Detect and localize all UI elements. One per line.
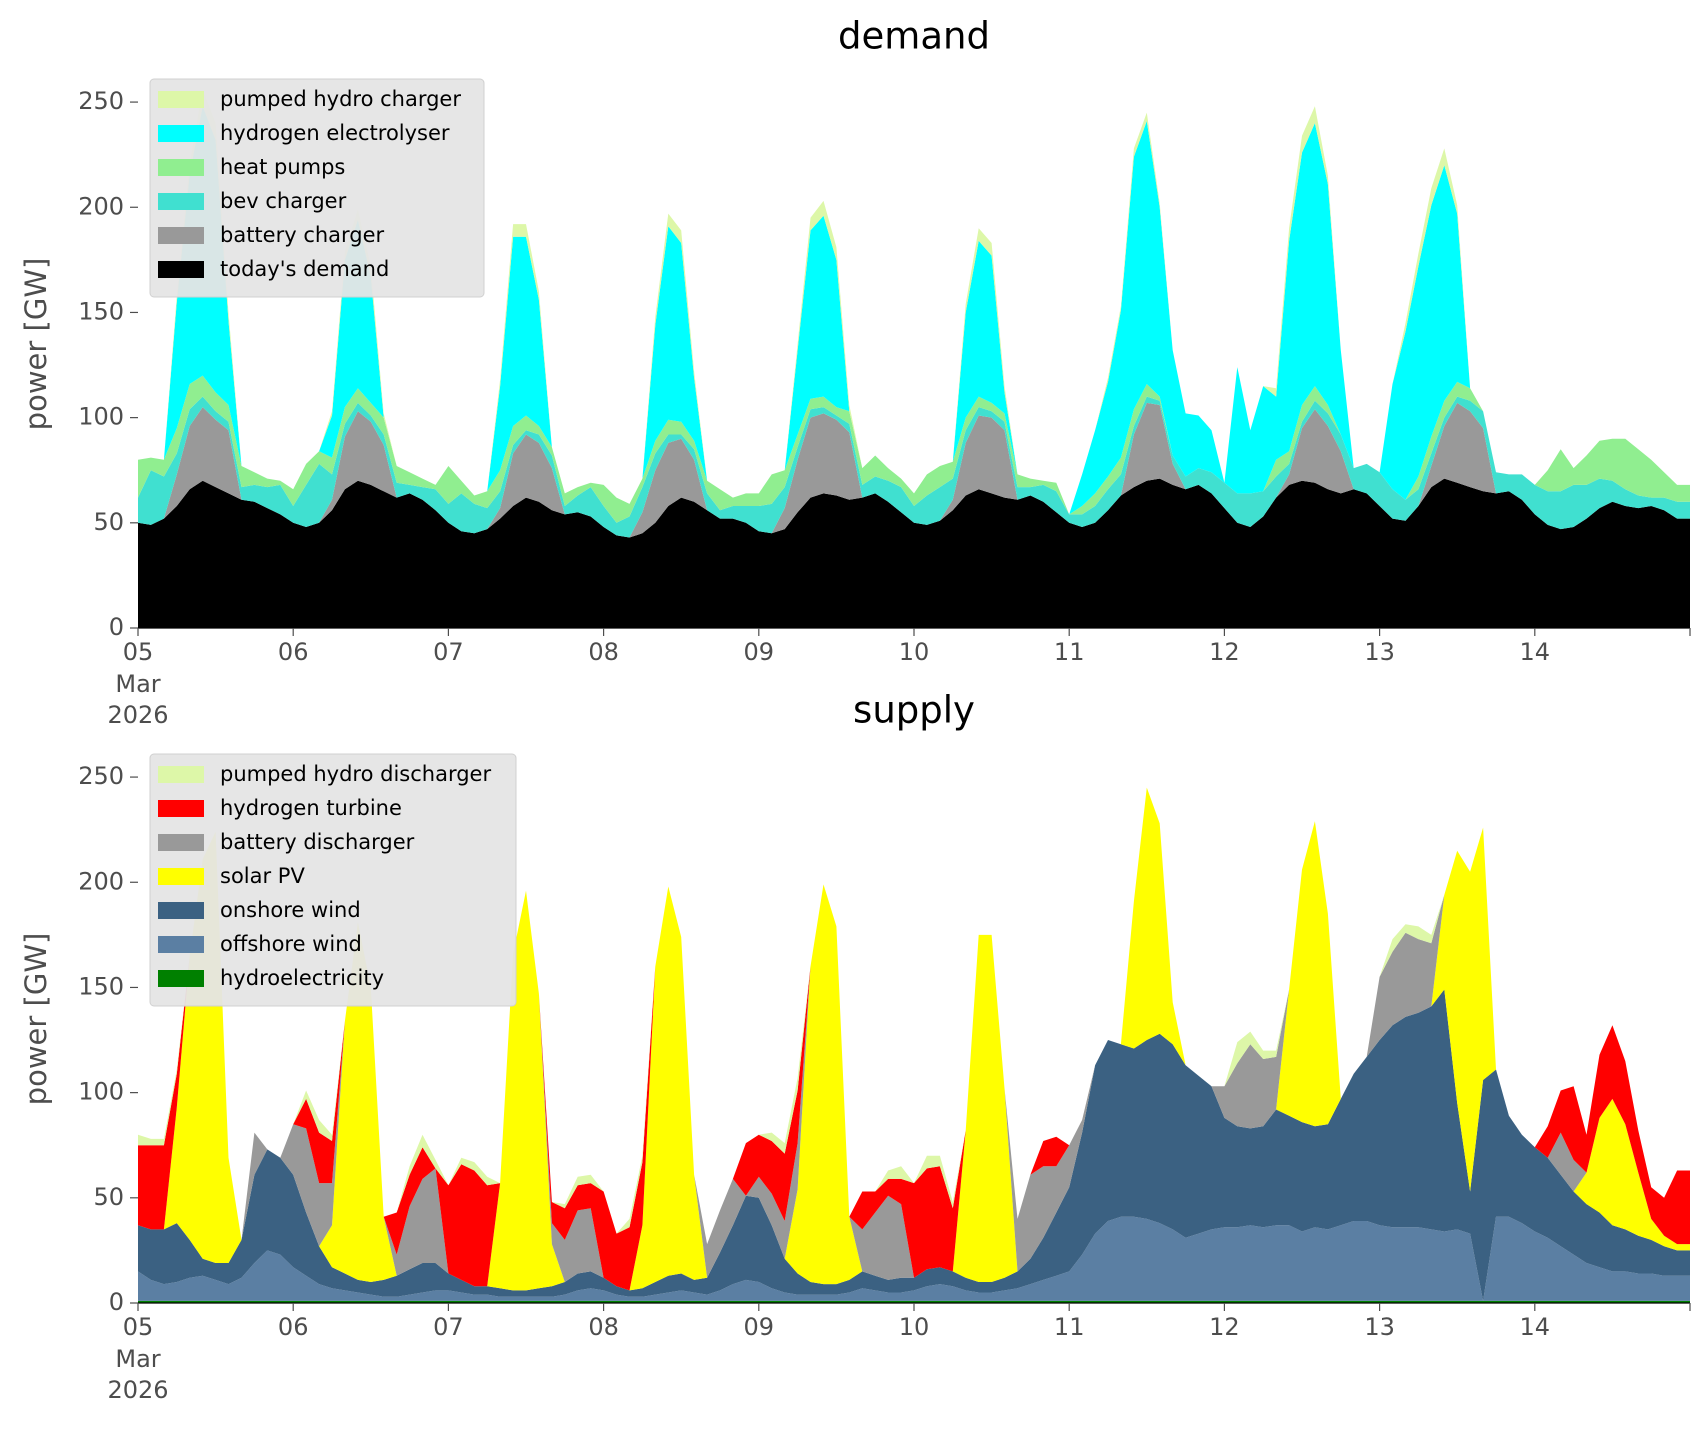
area-series-offshore-wind	[138, 1216, 1690, 1301]
x-tick-label: 08	[588, 1313, 619, 1341]
legend-label: today's demand	[220, 257, 389, 281]
x-tick-label: 09	[744, 638, 775, 666]
x-tick-sublabel: 2026	[107, 701, 168, 729]
legend: pumped hydro charger hydrogen electrolyse…	[149, 78, 485, 298]
legend-label: pumped hydro charger	[220, 87, 461, 111]
legend-box	[149, 753, 517, 1007]
x-tick-label: 12	[1209, 638, 1240, 666]
chart-panel-supply: supply power [GW] 0 50 100 150 200 250 05 06 07 08 0…	[19, 689, 1691, 1404]
legend-label: pumped hydro discharger	[220, 762, 491, 786]
chart-title: demand	[838, 15, 990, 58]
y-axis-label: power [GW]	[19, 258, 53, 431]
y-tick-label: 200	[78, 192, 124, 220]
legend: pumped hydro discharger hydrogen turbine b…	[149, 753, 517, 1007]
legend-label: bev charger	[220, 189, 347, 213]
area-series-battery-charger	[138, 402, 1690, 538]
legend-label: battery charger	[220, 223, 385, 247]
x-tick-label: 11	[1054, 638, 1085, 666]
area-series-bev-charger	[138, 396, 1690, 538]
legend-label: heat pumps	[220, 155, 345, 179]
y-tick-label: 100	[78, 403, 124, 431]
area-series-battery-discharger	[138, 787, 1690, 1291]
legend-label: hydrogen electrolyser	[220, 121, 450, 145]
legend-label: solar PV	[220, 864, 305, 888]
x-tick-label: 13	[1364, 638, 1395, 666]
legend-swatch	[158, 800, 204, 817]
y-tick-label: 100	[78, 1078, 124, 1106]
legend-swatch	[158, 834, 204, 851]
legend-swatch	[158, 159, 204, 176]
legend-swatch	[158, 125, 204, 142]
x-tick-sublabel: Mar	[115, 1345, 160, 1373]
y-tick-label: 0	[109, 613, 124, 641]
y-tick-label: 50	[93, 1183, 124, 1211]
area-series-onshore-wind	[138, 989, 1690, 1301]
legend-swatch	[158, 970, 204, 987]
x-tick-label: 06	[278, 1313, 309, 1341]
legend-swatch	[158, 902, 204, 919]
legend-box	[149, 78, 485, 298]
x-tick-label: 05	[123, 1313, 154, 1341]
legend-label: battery discharger	[220, 830, 415, 854]
area-series-hydrogen-turbine	[138, 787, 1690, 1291]
area-series-today-s-demand	[138, 478, 1690, 628]
y-tick-label: 150	[78, 972, 124, 1000]
x-tick-label: 14	[1520, 1313, 1551, 1341]
y-tick-label: 150	[78, 297, 124, 325]
x-tick-label: 06	[278, 638, 309, 666]
y-tick-label: 50	[93, 508, 124, 536]
x-tick-label: 08	[588, 638, 619, 666]
legend-swatch	[158, 936, 204, 953]
legend-label: offshore wind	[220, 932, 362, 956]
chart-title: supply	[853, 689, 975, 732]
x-tick-sublabel: Mar	[115, 670, 160, 698]
legend-swatch	[158, 261, 204, 278]
area-series-hydrogen-electrolyser	[138, 106, 1690, 515]
legend-swatch	[158, 193, 204, 210]
x-tick-sublabel: 2026	[107, 1376, 168, 1404]
legend-swatch	[158, 91, 204, 108]
y-tick-label: 250	[78, 762, 124, 790]
area-series-solar-pv	[138, 787, 1690, 1291]
x-tick-label: 12	[1209, 1313, 1240, 1341]
x-tick-label: 10	[899, 638, 930, 666]
x-tick-label: 07	[433, 1313, 464, 1341]
y-tick-label: 0	[109, 1288, 124, 1316]
y-tick-label: 200	[78, 867, 124, 895]
chart-panel-demand: demand power [GW] 0 50 100 150 200 250 05 06 07 08 0…	[19, 15, 1691, 729]
x-tick-label: 07	[433, 638, 464, 666]
x-tick-label: 10	[899, 1313, 930, 1341]
legend-label: onshore wind	[220, 898, 361, 922]
legend-swatch	[158, 868, 204, 885]
x-tick-label: 13	[1364, 1313, 1395, 1341]
y-tick-label: 250	[78, 87, 124, 115]
legend-swatch	[158, 227, 204, 244]
legend-label: hydrogen turbine	[220, 796, 402, 820]
legend-label: hydroelectricity	[220, 966, 384, 990]
area-series-heat-pumps	[138, 375, 1690, 523]
x-tick-label: 11	[1054, 1313, 1085, 1341]
x-tick-label: 05	[123, 638, 154, 666]
y-axis-label: power [GW]	[19, 933, 53, 1106]
x-tick-label: 09	[744, 1313, 775, 1341]
legend-swatch	[158, 766, 204, 783]
x-tick-label: 14	[1520, 638, 1551, 666]
